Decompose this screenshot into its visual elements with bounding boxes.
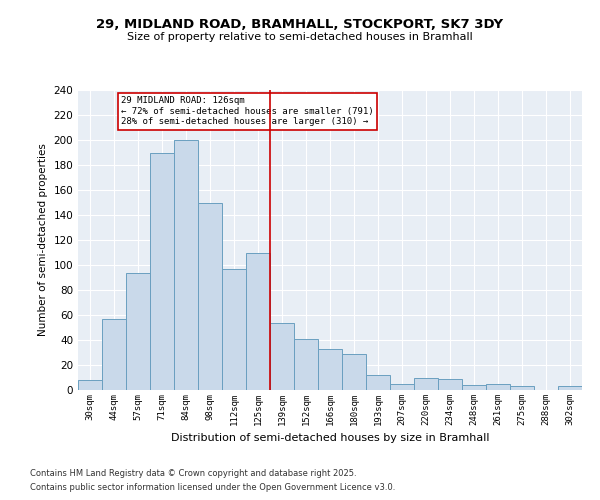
Bar <box>318 349 342 390</box>
Bar <box>270 322 294 390</box>
Text: Size of property relative to semi-detached houses in Bramhall: Size of property relative to semi-detach… <box>127 32 473 42</box>
Bar <box>486 384 510 390</box>
Bar <box>390 384 414 390</box>
X-axis label: Distribution of semi-detached houses by size in Bramhall: Distribution of semi-detached houses by … <box>171 434 489 444</box>
Bar <box>150 152 174 390</box>
Bar <box>462 385 486 390</box>
Text: 29 MIDLAND ROAD: 126sqm
← 72% of semi-detached houses are smaller (791)
28% of s: 29 MIDLAND ROAD: 126sqm ← 72% of semi-de… <box>121 96 374 126</box>
Bar <box>366 375 390 390</box>
Bar <box>246 252 270 390</box>
Bar <box>198 202 222 390</box>
Bar <box>342 354 366 390</box>
Bar <box>438 379 462 390</box>
Bar <box>510 386 534 390</box>
Bar <box>294 339 318 390</box>
Bar <box>174 140 198 390</box>
Y-axis label: Number of semi-detached properties: Number of semi-detached properties <box>38 144 48 336</box>
Bar <box>558 386 582 390</box>
Bar <box>222 269 246 390</box>
Bar <box>126 272 150 390</box>
Bar <box>414 378 438 390</box>
Bar <box>78 380 102 390</box>
Text: Contains HM Land Registry data © Crown copyright and database right 2025.: Contains HM Land Registry data © Crown c… <box>30 468 356 477</box>
Text: 29, MIDLAND ROAD, BRAMHALL, STOCKPORT, SK7 3DY: 29, MIDLAND ROAD, BRAMHALL, STOCKPORT, S… <box>97 18 503 30</box>
Text: Contains public sector information licensed under the Open Government Licence v3: Contains public sector information licen… <box>30 484 395 492</box>
Bar <box>102 319 126 390</box>
